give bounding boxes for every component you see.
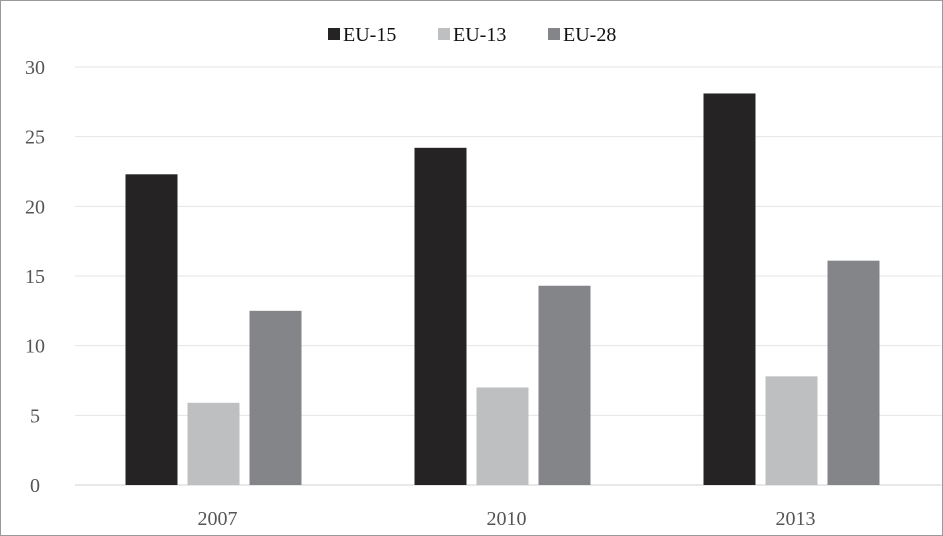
y-tick-label: 10 (25, 336, 45, 358)
bar-eu-13-2010 (476, 387, 529, 485)
y-tick-label: 20 (25, 196, 45, 218)
bar-eu-15-2013 (703, 93, 756, 486)
bar-eu-28-2007 (249, 310, 302, 485)
legend-label-eu-28: EU-28 (563, 24, 616, 46)
legend-label-eu-15: EU-15 (343, 24, 396, 46)
y-tick-label: 15 (25, 266, 45, 288)
y-tick-label: 0 (30, 475, 40, 497)
y-axis: 0 5 10 15 20 25 30 (25, 57, 45, 497)
bars (125, 93, 880, 486)
bar-eu-28-2013 (827, 260, 880, 485)
x-axis: 2007 2010 2013 (198, 508, 816, 530)
legend-swatch-eu-13 (438, 28, 450, 40)
legend-label-eu-13: EU-13 (453, 24, 506, 46)
x-tick-label: 2010 (487, 508, 527, 530)
bar-eu-15-2010 (414, 147, 467, 485)
legend-swatch-eu-28 (548, 28, 560, 40)
y-tick-label: 25 (25, 127, 45, 149)
bar-eu-15-2007 (125, 174, 178, 485)
legend-swatch-eu-15 (328, 28, 340, 40)
bar-eu-28-2010 (538, 285, 591, 485)
x-tick-label: 2007 (198, 508, 238, 530)
bar-eu-13-2013 (765, 376, 818, 485)
legend: EU-15 EU-13 EU-28 (328, 24, 616, 46)
x-tick-label: 2013 (776, 508, 816, 530)
y-tick-label: 5 (30, 405, 40, 427)
y-tick-label: 30 (25, 57, 45, 79)
bar-eu-13-2007 (187, 402, 240, 485)
